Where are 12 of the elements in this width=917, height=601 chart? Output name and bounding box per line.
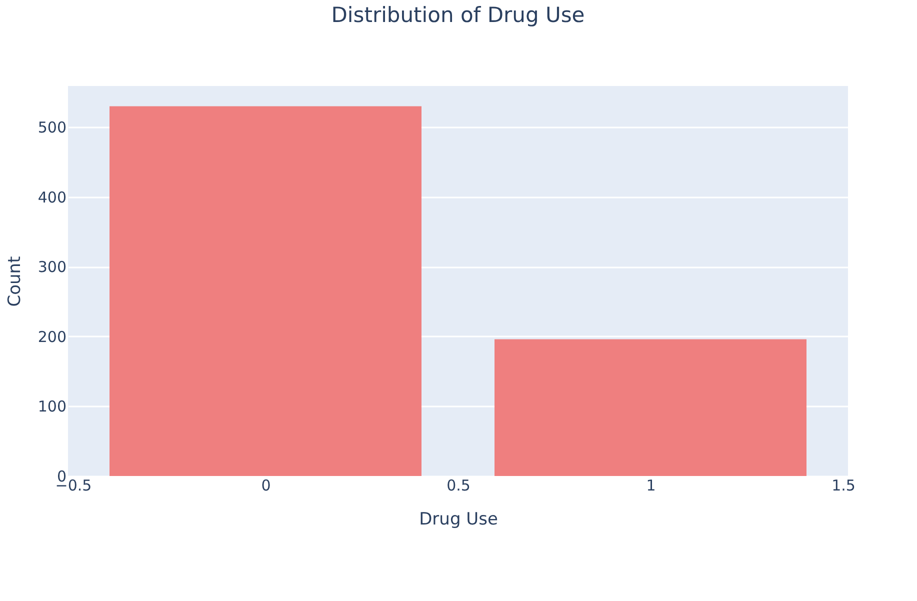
x-axis-title: Drug Use [419,510,498,530]
x-tick-label: 1 [646,476,656,494]
x-tick-label: 0 [261,476,271,494]
y-tick-label: 300 [38,258,66,276]
x-tick-label: 1.5 [832,476,856,494]
x-tick-label: 0.5 [446,476,470,494]
y-tick-label: 500 [38,118,66,137]
y-axis-title: Count [4,256,25,307]
y-tick-label: 200 [38,328,66,346]
y-tick-label: 100 [38,398,66,416]
chart-title: Distribution of Drug Use [331,3,585,27]
y-tick-label: 400 [38,188,66,206]
